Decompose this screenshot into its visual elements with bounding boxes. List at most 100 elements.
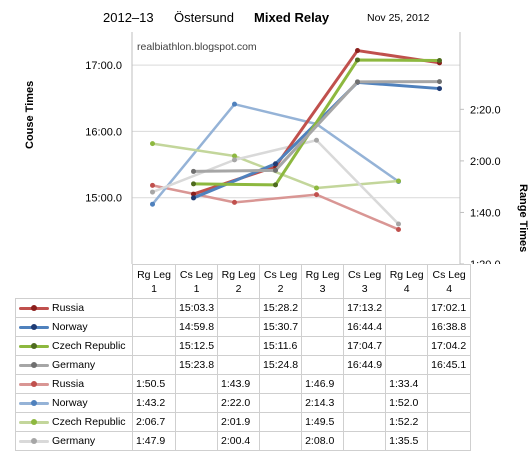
table-cell: 16:38.8 bbox=[427, 317, 472, 337]
course-series-point bbox=[355, 48, 360, 54]
range-series-point bbox=[314, 192, 319, 198]
range-series-point bbox=[396, 221, 401, 227]
table-cell: 16:44.4 bbox=[343, 317, 387, 337]
table-cell bbox=[132, 355, 176, 375]
range-series-point bbox=[232, 157, 237, 163]
table-cell: 17:02.1 bbox=[427, 298, 472, 318]
range-series-point bbox=[314, 137, 319, 143]
table-cell bbox=[217, 336, 261, 356]
table-cell: 15:28.2 bbox=[259, 298, 303, 318]
category-label: Cs Leg 4 bbox=[427, 264, 472, 299]
y2-tick-label: 2:20.0 bbox=[470, 104, 501, 116]
table-row: Norway 1:43.2 2:22.0 2:14.3 1:52.0 bbox=[15, 393, 472, 413]
table-cell bbox=[427, 412, 472, 432]
course-series-line bbox=[193, 58, 440, 187]
table-cell bbox=[259, 412, 303, 432]
y-axis-title-left: Couse Times bbox=[24, 80, 36, 150]
table-cell: 1:52.2 bbox=[385, 412, 429, 432]
table-cell: 16:44.9 bbox=[343, 355, 387, 375]
table-cell: 1:52.0 bbox=[385, 393, 429, 413]
course-series-point bbox=[437, 86, 442, 92]
table-row: Germany 1:47.9 2:00.4 2:08.0 1:35.5 bbox=[15, 431, 472, 451]
range-series-point bbox=[396, 226, 401, 232]
table-cell: 1:43.9 bbox=[217, 374, 261, 394]
category-label: Cs Leg 1 bbox=[174, 264, 219, 299]
table-cell bbox=[343, 431, 387, 451]
course-series-point bbox=[191, 195, 196, 201]
table-cell bbox=[174, 374, 219, 394]
table-row: Czech Republic 2:06.7 2:01.9 1:49.5 1:52.2 bbox=[15, 412, 472, 432]
table-cell bbox=[343, 393, 387, 413]
category-label: Rg Leg 1 bbox=[132, 264, 176, 299]
table-cell: 2:06.7 bbox=[132, 412, 176, 432]
table-cell bbox=[343, 374, 387, 394]
table-cell: 1:46.9 bbox=[301, 374, 345, 394]
table-cell: 15:24.8 bbox=[259, 355, 303, 375]
range-series-point bbox=[150, 182, 155, 188]
chart-season: 2012–13 bbox=[103, 10, 154, 25]
chart-date: Nov 25, 2012 bbox=[367, 12, 430, 24]
table-cell bbox=[132, 317, 176, 337]
table-cell bbox=[132, 298, 176, 318]
table-cell bbox=[259, 374, 303, 394]
course-legend-entry: Russia bbox=[15, 298, 133, 318]
table-cell bbox=[174, 431, 219, 451]
table-cell bbox=[174, 393, 219, 413]
legend-key bbox=[19, 342, 49, 349]
table-cell bbox=[427, 393, 472, 413]
table-cell: 15:12.5 bbox=[174, 336, 219, 356]
chart-title: Mixed Relay bbox=[254, 10, 330, 25]
table-cell: 14:59.8 bbox=[174, 317, 219, 337]
table-corner bbox=[16, 265, 133, 299]
category-label: Cs Leg 3 bbox=[343, 264, 387, 299]
range-series-point bbox=[150, 141, 155, 147]
range-series-point bbox=[232, 101, 237, 107]
range-series-point bbox=[232, 199, 237, 205]
range-legend-entry: Russia bbox=[15, 374, 133, 394]
course-series-point bbox=[273, 182, 278, 188]
legend-key bbox=[19, 361, 49, 368]
table-cell bbox=[427, 374, 472, 394]
chart-venue: Östersund bbox=[174, 10, 234, 25]
chart-plot: 15:00.0 16:00.0 17:00.0 1:20.0 1:40.0 2:00.0 2… bbox=[85, 32, 501, 264]
y-tick-label: 15:00.0 bbox=[85, 193, 122, 205]
table-cell: 1:49.5 bbox=[301, 412, 345, 432]
course-legend-entry: Czech Republic bbox=[15, 336, 133, 356]
table-cell: 17:04.7 bbox=[343, 336, 387, 356]
category-label: Rg Leg 3 bbox=[301, 264, 345, 299]
course-series-point bbox=[355, 57, 360, 63]
table-cell: 2:01.9 bbox=[217, 412, 261, 432]
legend-key bbox=[19, 323, 49, 330]
y2-tick-label: 1:40.0 bbox=[470, 207, 501, 219]
table-cell bbox=[385, 355, 429, 375]
table-cell: 15:03.3 bbox=[174, 298, 219, 318]
table-cell: 2:14.3 bbox=[301, 393, 345, 413]
table-cell: 2:00.4 bbox=[217, 431, 261, 451]
course-series-point bbox=[437, 58, 442, 64]
table-cell bbox=[217, 317, 261, 337]
legend-key bbox=[19, 418, 49, 425]
table-cell bbox=[385, 336, 429, 356]
range-series-line bbox=[151, 102, 400, 205]
table-cell bbox=[301, 336, 345, 356]
course-legend-entry: Germany bbox=[15, 355, 133, 375]
course-series-point bbox=[191, 181, 196, 187]
y2-tick-label: 1:20.0 bbox=[470, 259, 501, 264]
legend-key bbox=[19, 399, 49, 406]
course-series-point bbox=[437, 79, 442, 85]
range-series-point bbox=[396, 178, 401, 184]
table-cell bbox=[259, 393, 303, 413]
range-legend-entry: Norway bbox=[15, 393, 133, 413]
table-cell: 17:04.2 bbox=[427, 336, 472, 356]
table-row: Russia 15:03.3 15:28.2 17:13.2 17:02.1 bbox=[15, 298, 472, 318]
table-cell: 1:43.2 bbox=[132, 393, 176, 413]
course-series-line bbox=[193, 80, 440, 173]
watermark-text: realbiathlon.blogspot.com bbox=[137, 41, 257, 53]
table-cell bbox=[174, 412, 219, 432]
range-series-point bbox=[150, 189, 155, 195]
table-cell bbox=[217, 298, 261, 318]
y2-tick-label: 2:00.0 bbox=[470, 156, 501, 168]
y-tick-label: 17:00.0 bbox=[85, 60, 122, 72]
course-series-point bbox=[191, 191, 196, 197]
table-cell bbox=[301, 355, 345, 375]
